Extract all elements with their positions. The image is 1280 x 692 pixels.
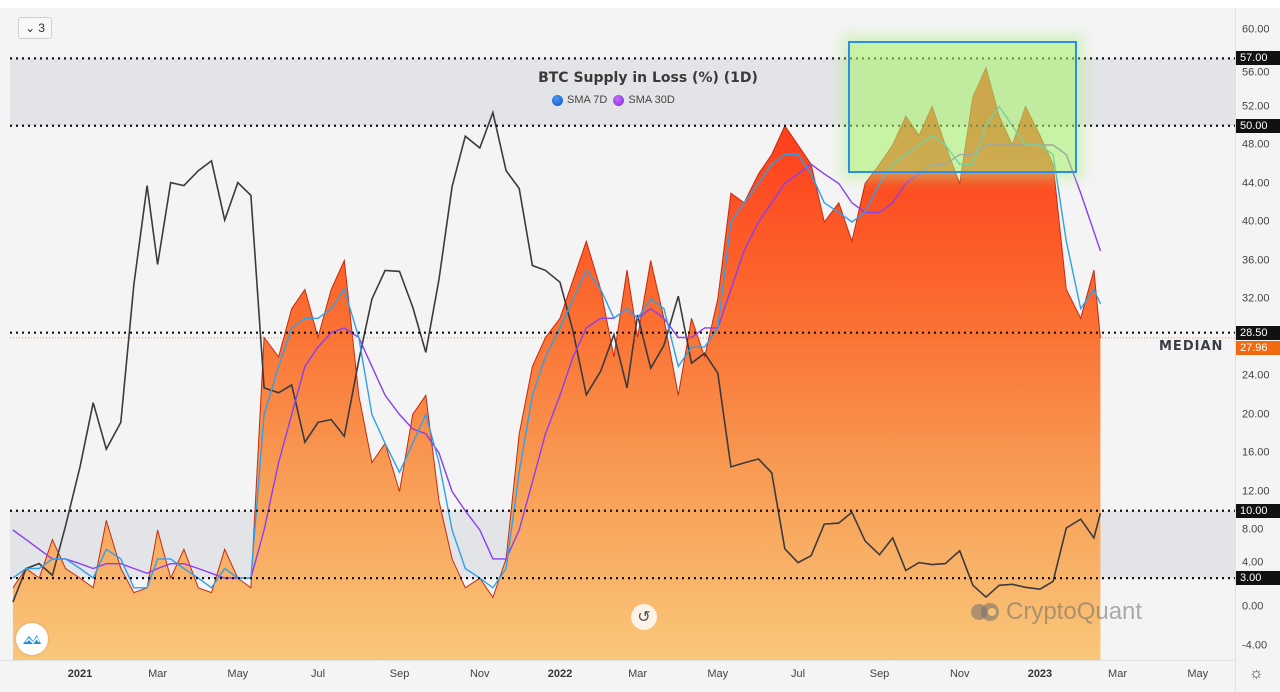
x-tick-label: Sep: [389, 668, 410, 680]
y-tick-label: 48.00: [1242, 138, 1270, 151]
reset-chart-button[interactable]: ↺: [631, 604, 657, 630]
y-tick-label: 4.00: [1242, 556, 1264, 569]
sma-30d-legend-dot: [613, 94, 625, 106]
level-price-label: 28.50: [1236, 325, 1280, 340]
x-tick-label: Sep: [869, 668, 890, 680]
level-price-label: 3.00: [1236, 571, 1280, 586]
collapse-indicators-button[interactable]: ⌄ 3: [18, 17, 52, 39]
y-tick-label: 32.00: [1242, 292, 1270, 305]
y-tick-label: 36.00: [1242, 254, 1270, 266]
y-tick-label: 40.00: [1242, 215, 1270, 228]
btc-price-line: [12, 109, 1102, 603]
watermark-text: CryptoQuant: [1006, 598, 1143, 625]
x-tick-label: 2021: [67, 668, 93, 680]
time-axis-line: [0, 660, 1235, 661]
y-tick-label: 56.00: [1242, 66, 1270, 79]
legend-sma-7d[interactable]: SMA 7D: [567, 94, 608, 106]
x-tick-label: 2023: [1027, 668, 1053, 680]
y-tick-label: 12.00: [1242, 485, 1270, 497]
x-tick-label: Mar: [628, 668, 648, 680]
x-tick-label: Jul: [310, 668, 326, 680]
price-axis-separator: [1235, 8, 1236, 692]
mountain-logo-icon: [23, 635, 41, 645]
y-tick-label: 52.00: [1242, 100, 1270, 112]
y-tick-label: 60.00: [1242, 23, 1270, 35]
tradingview-logo-button[interactable]: [16, 623, 48, 655]
indicator-count: 3: [38, 21, 45, 35]
x-tick-label: Mar: [1108, 668, 1128, 680]
y-tick-label: -4.00: [1242, 639, 1268, 651]
x-tick-label: May: [1187, 668, 1209, 680]
supply-in-loss-area: [12, 68, 1101, 660]
median-label: MEDIAN: [1159, 339, 1224, 354]
y-tick-label: 8.00: [1242, 523, 1264, 536]
level-price-label: 10.00: [1236, 503, 1280, 518]
y-tick-label: 16.00: [1242, 446, 1270, 459]
x-tick-label: May: [227, 668, 249, 680]
x-tick-label: Nov: [949, 668, 970, 680]
gear-icon: ☼: [1249, 665, 1264, 682]
chevron-down-icon: ⌄: [25, 21, 36, 35]
x-tick-label: Mar: [148, 668, 168, 680]
current-value-label: 27.96: [1236, 340, 1280, 355]
settings-gear-button[interactable]: ☼: [1249, 665, 1264, 683]
y-tick-label: 20.00: [1242, 408, 1270, 420]
level-price-label: 57.00: [1236, 51, 1280, 66]
x-tick-label: 2022: [547, 668, 573, 680]
reset-icon: ↺: [637, 609, 651, 626]
y-tick-label: 24.00: [1242, 369, 1270, 382]
x-tick-label: Jul: [790, 668, 806, 680]
y-tick-label: 44.00: [1242, 177, 1270, 189]
cryptoquant-watermark: CryptoQuant: [970, 598, 1142, 626]
level-price-label: 50.00: [1236, 118, 1280, 133]
chart-title: BTC Supply in Loss (%) (1D): [538, 70, 758, 86]
sma-7d-legend-dot: [552, 94, 563, 106]
cryptoquant-logo-icon: [971, 603, 999, 621]
y-tick-label: 0.00: [1242, 600, 1264, 613]
legend: SMA 7D SMA 30D: [552, 94, 675, 106]
legend-sma-30d[interactable]: SMA 30D: [628, 94, 675, 106]
x-tick-label: May: [707, 668, 729, 680]
x-tick-label: Nov: [469, 668, 490, 680]
highlight-box: [848, 41, 1077, 173]
